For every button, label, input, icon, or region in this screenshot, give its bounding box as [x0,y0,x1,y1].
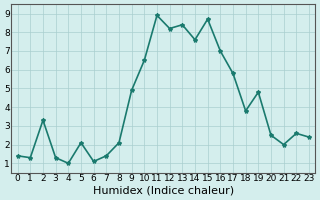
X-axis label: Humidex (Indice chaleur): Humidex (Indice chaleur) [93,186,234,196]
